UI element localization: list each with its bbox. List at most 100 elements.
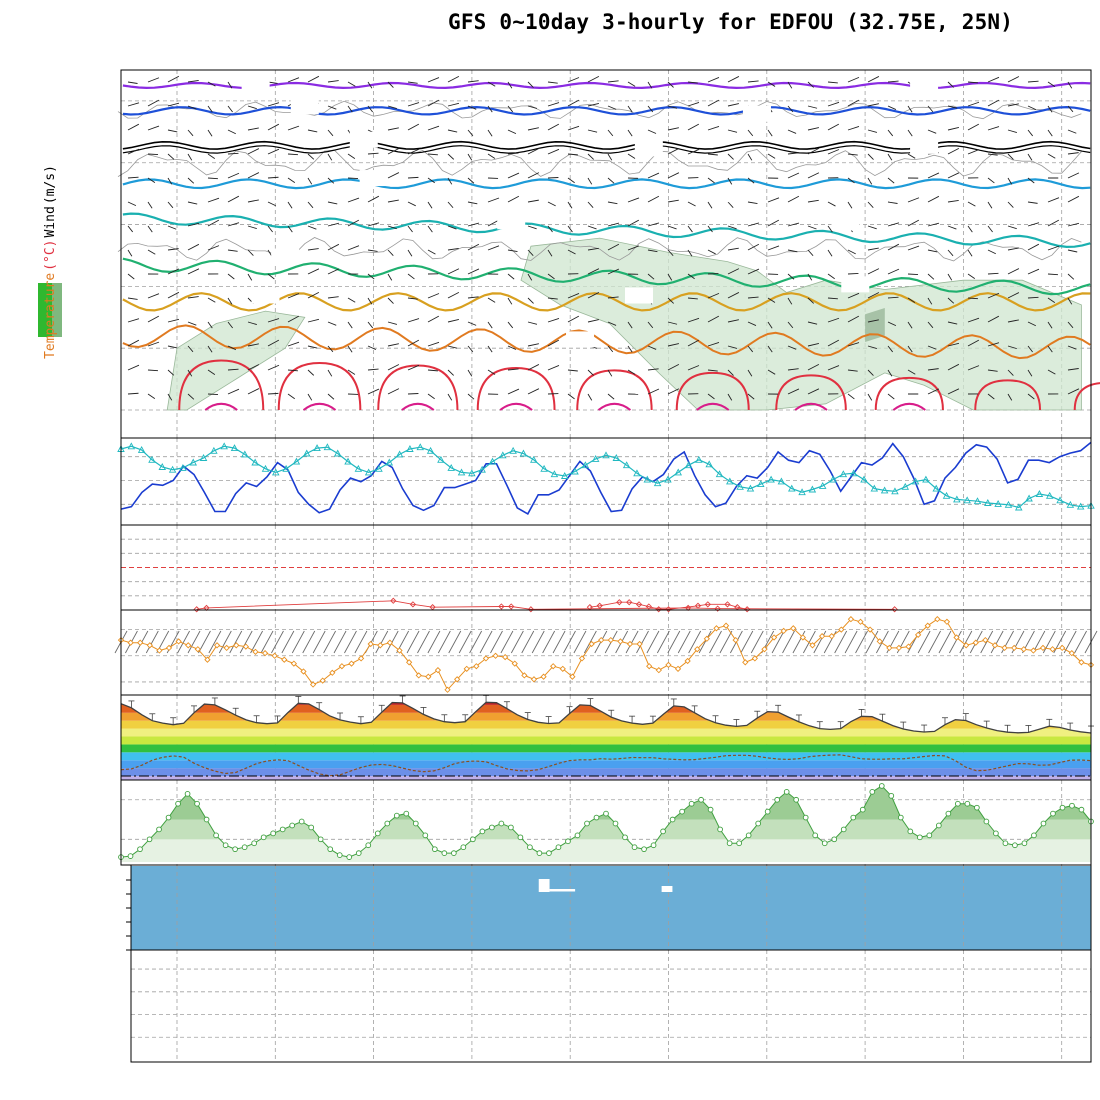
wind-barb [527, 127, 539, 131]
cloud-gap [661, 886, 673, 892]
wind-barb [967, 365, 980, 371]
wind-barb [527, 297, 534, 304]
wind-barb [827, 225, 833, 233]
wind-barb [707, 249, 716, 255]
wind-barb [967, 123, 980, 131]
thickness-marker [901, 482, 910, 490]
wind-barb [927, 368, 939, 371]
wind-barb [587, 75, 600, 83]
wind-barb [587, 153, 594, 160]
thickness-marker [602, 451, 610, 459]
wind-barb [267, 364, 280, 371]
rh-marker [251, 840, 257, 847]
wind-barb [547, 201, 556, 207]
wind-barb [467, 129, 474, 137]
wind-barb [187, 345, 194, 353]
wind-barb [267, 339, 280, 347]
wind-barb [327, 177, 335, 184]
wind-barb [947, 342, 960, 347]
wind-barb [847, 201, 853, 209]
isotherm-dome [874, 376, 944, 411]
wind-barb [367, 368, 379, 371]
wind-barb [247, 273, 253, 281]
thickness-marker [158, 463, 167, 470]
wind-barb [927, 222, 940, 227]
wind-speed-marker [1020, 646, 1027, 653]
wind-barb [647, 105, 654, 113]
wind-barb [347, 321, 353, 329]
wind-barb [447, 225, 457, 230]
rh-marker [431, 846, 438, 853]
wind-barb-10m [667, 630, 681, 654]
wind-barb [867, 319, 879, 323]
wind-barb [727, 345, 738, 349]
upper-ylabel: Temperature (°C) Wind (m/s) [43, 165, 58, 359]
wind-barb-10m [469, 630, 483, 654]
thickness-marker [509, 446, 517, 454]
isotherm-dome [277, 362, 362, 411]
wind-barb [647, 81, 653, 89]
wind-barb [867, 103, 879, 107]
wind-barb [887, 268, 900, 275]
wind-barb [967, 297, 978, 300]
wind-barb [227, 152, 239, 155]
wind-barb-10m [448, 630, 462, 654]
rh-marker [745, 832, 752, 839]
temp-color-band [121, 744, 1091, 753]
wind-barb [707, 153, 718, 156]
wind-barb [487, 197, 500, 203]
rh-marker [203, 816, 210, 823]
thickness-marker [468, 469, 476, 477]
wind-barb [747, 222, 760, 227]
wind-barb [467, 369, 473, 377]
wind-barb [1027, 321, 1037, 327]
rh-marker [156, 826, 162, 833]
wind-speed-marker [434, 667, 442, 674]
wind-barb [227, 273, 235, 280]
thickness-marker [715, 470, 724, 478]
wind-barb [127, 81, 138, 84]
lifted-index-marker [586, 604, 593, 611]
wind-barb [707, 77, 720, 83]
wind-barb [527, 364, 540, 371]
thickness-marker [488, 457, 497, 465]
wind-barb [987, 225, 993, 233]
rh-marker [1021, 840, 1028, 847]
wind-barb [327, 153, 333, 161]
wind-barb [987, 393, 995, 400]
lifted-index-marker [193, 606, 200, 613]
wind-speed-marker [511, 660, 518, 667]
wind-speed-marker [329, 669, 336, 676]
wind-barb-10m [771, 630, 785, 654]
rh-marker [1012, 842, 1018, 849]
wind-speed-marker [521, 672, 528, 679]
wind-barb [727, 153, 734, 160]
thickness-marker [1015, 503, 1023, 511]
rh-marker [631, 844, 638, 851]
wind-barb [627, 219, 640, 227]
wind-barb [1007, 247, 1019, 251]
wind-barb [247, 148, 260, 155]
wind-barb [947, 363, 960, 371]
wind-barb [1027, 105, 1037, 111]
wind-barb [727, 177, 733, 185]
thickness-marker [984, 499, 992, 506]
wind-speed-marker [626, 640, 634, 648]
wind-barb [447, 268, 460, 275]
thickness-marker [622, 461, 631, 469]
lifted-index-line [196, 600, 895, 610]
wind-barb [707, 342, 720, 347]
wind-barb [687, 273, 695, 280]
wind-barb [427, 315, 440, 323]
wind-barb [247, 249, 254, 256]
wind-barb [587, 319, 599, 323]
wind-barb [987, 201, 993, 209]
wind-barb-10m [542, 630, 556, 654]
wind-barb [1047, 321, 1053, 329]
rh-marker [279, 826, 286, 833]
wind-barb [147, 99, 160, 107]
wind-barb-10m [625, 630, 639, 654]
wind-barb [867, 201, 874, 208]
wind-barb [387, 343, 399, 347]
lifted-index-marker [744, 606, 751, 613]
